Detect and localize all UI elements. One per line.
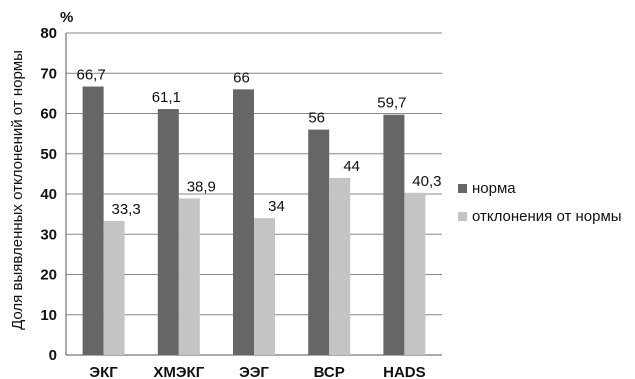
y-tick-label: 30 [40,226,57,243]
data-label: 34 [268,198,285,215]
data-label: 59,7 [377,95,406,112]
data-label: 61,1 [152,89,181,106]
y-tick-label: 70 [40,65,57,82]
category-label: ЭЭГ [239,364,269,379]
y-tick-label: 20 [40,267,57,284]
bars [82,86,426,356]
y-tick-labels: 0 10 20 30 40 50 60 70 80 [40,25,57,364]
bar-deviation [178,198,200,355]
data-label: 33,3 [111,201,140,218]
data-label: 56 [308,110,325,127]
y-axis-title: Доля выявленных отклонений от нормы [9,50,26,330]
legend-swatch [458,212,467,221]
category-label: ВСР [314,364,345,379]
legend: норма отклонения от нормы [458,180,622,225]
legend-label: отклонения от нормы [472,208,622,225]
data-label: 40,3 [412,173,441,190]
bar-deviation [103,220,125,355]
data-label: 66 [233,69,250,86]
data-labels: 66,7 33,3 61,1 38,9 66 34 56 44 59,7 40,3 [76,67,441,218]
bar-norm [82,86,104,355]
y-tick-label: 60 [40,106,57,123]
bar-norm [383,114,405,356]
data-label: 38,9 [187,178,216,195]
y-tick-label: 10 [40,307,57,324]
y-tick-label: 80 [40,25,57,42]
bar-deviation [254,218,275,355]
category-labels: ЭКГ ХМЭКГ ЭЭГ ВСР HADS [89,364,425,379]
legend-swatch [458,184,467,193]
y-tick-label: 50 [40,146,57,163]
category-label: HADS [383,364,426,379]
bar-norm [157,109,179,355]
legend-label: норма [472,180,516,197]
data-label: 44 [343,158,360,175]
category-label: ЭКГ [89,364,118,379]
bar-deviation [329,177,351,355]
bar-deviation [404,192,426,355]
bar-norm [233,89,254,355]
bar-norm [308,129,330,355]
data-label: 66,7 [76,67,105,84]
y-tick-label: 0 [49,347,57,364]
y-tick-label: 40 [40,186,57,203]
y-unit-label: % [60,9,73,26]
category-label: ХМЭКГ [153,364,204,379]
